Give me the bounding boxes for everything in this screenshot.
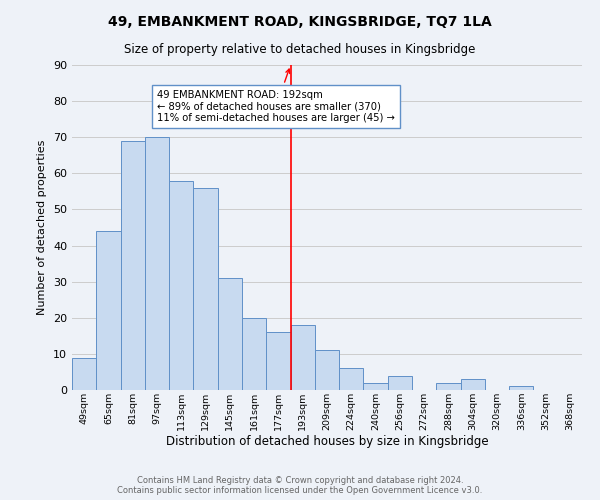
Text: 49 EMBANKMENT ROAD: 192sqm
← 89% of detached houses are smaller (370)
11% of sem: 49 EMBANKMENT ROAD: 192sqm ← 89% of deta…: [157, 69, 395, 124]
Bar: [193, 188, 218, 390]
Text: Contains HM Land Registry data © Crown copyright and database right 2024.
Contai: Contains HM Land Registry data © Crown c…: [118, 476, 482, 495]
Text: Size of property relative to detached houses in Kingsbridge: Size of property relative to detached ho…: [124, 42, 476, 56]
Bar: [364, 383, 388, 390]
Bar: [436, 383, 461, 390]
Bar: [315, 350, 339, 390]
Bar: [218, 278, 242, 390]
X-axis label: Distribution of detached houses by size in Kingsbridge: Distribution of detached houses by size …: [166, 436, 488, 448]
Bar: [290, 325, 315, 390]
Bar: [388, 376, 412, 390]
Bar: [242, 318, 266, 390]
Bar: [461, 379, 485, 390]
Bar: [121, 141, 145, 390]
Bar: [339, 368, 364, 390]
Bar: [169, 180, 193, 390]
Bar: [96, 231, 121, 390]
Bar: [145, 137, 169, 390]
Bar: [72, 358, 96, 390]
Text: 49, EMBANKMENT ROAD, KINGSBRIDGE, TQ7 1LA: 49, EMBANKMENT ROAD, KINGSBRIDGE, TQ7 1L…: [108, 15, 492, 29]
Bar: [509, 386, 533, 390]
Y-axis label: Number of detached properties: Number of detached properties: [37, 140, 47, 315]
Bar: [266, 332, 290, 390]
